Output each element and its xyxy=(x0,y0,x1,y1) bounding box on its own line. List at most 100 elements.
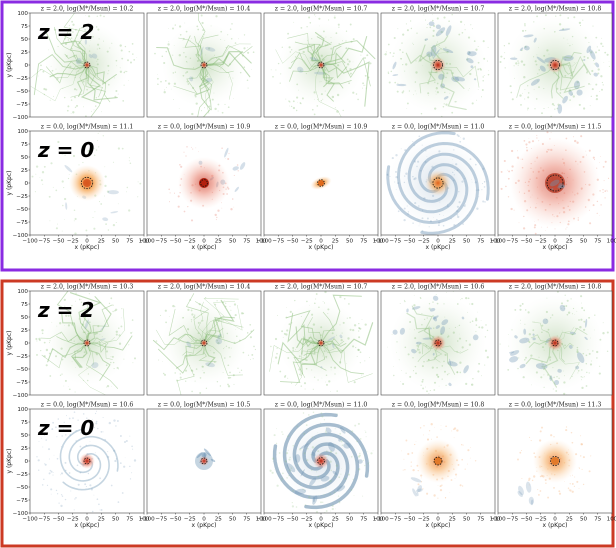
gas-particle xyxy=(413,294,415,296)
gas-particle xyxy=(328,380,331,383)
gas-particle xyxy=(426,492,429,495)
gas-particle xyxy=(56,223,58,225)
gas-particle xyxy=(247,51,250,54)
gas-particle xyxy=(570,74,573,77)
gas-particle xyxy=(99,477,102,480)
gas-particle xyxy=(336,110,339,113)
gas-particle xyxy=(456,133,459,136)
gas-particle xyxy=(281,431,283,433)
gas-particle xyxy=(249,336,252,339)
y-tick-label: 75 xyxy=(21,302,29,308)
gas-particle xyxy=(251,69,253,71)
gas-particle xyxy=(432,34,435,38)
gas-clump xyxy=(470,65,474,69)
gas-particle xyxy=(424,39,427,41)
gas-particle xyxy=(596,46,598,48)
gas-particle xyxy=(565,429,568,432)
gas-particle xyxy=(474,460,477,462)
gas-particle xyxy=(306,300,308,303)
y-tick-label: 0 xyxy=(24,63,28,69)
gas-clump xyxy=(205,362,215,368)
gas-particle xyxy=(550,375,552,377)
gas-particle xyxy=(349,67,352,71)
gas-particle xyxy=(578,467,580,469)
gas-particle xyxy=(499,343,501,345)
gas-particle xyxy=(432,19,434,22)
gas-clump xyxy=(533,37,537,43)
gas-particle xyxy=(323,350,326,353)
gas-particle xyxy=(73,411,76,413)
gas-particle xyxy=(274,356,278,359)
gas-particle xyxy=(112,361,115,364)
panel-title: z = 2.0, log(M*/Msun) = 10.7 xyxy=(275,284,368,291)
y-tick-label: −50 xyxy=(16,207,28,213)
gas-particle xyxy=(581,302,582,304)
gas-particle xyxy=(543,54,546,57)
gas-particle xyxy=(64,469,67,472)
gas-particle xyxy=(545,310,548,314)
gas-particle xyxy=(367,76,370,79)
gas-particle xyxy=(541,346,545,349)
gas-particle xyxy=(82,52,85,55)
gas-clump xyxy=(451,76,460,83)
gas-particle xyxy=(331,95,334,99)
gas-filament xyxy=(203,342,243,376)
gas-particle xyxy=(230,208,233,211)
gas-particle xyxy=(478,196,480,198)
gas-particle xyxy=(43,341,46,344)
gas-particle xyxy=(543,27,545,30)
gas-particle xyxy=(173,192,176,194)
x-tick-label: 100 xyxy=(139,239,150,245)
gas-particle xyxy=(221,207,223,209)
gas-particle xyxy=(201,21,204,25)
gas-particle xyxy=(121,308,123,310)
gas-filament xyxy=(287,312,322,345)
gas-particle xyxy=(36,353,38,356)
gas-particle xyxy=(446,373,449,376)
gas-particle xyxy=(287,449,289,451)
gas-particle xyxy=(528,333,531,336)
gas-particle xyxy=(443,16,446,19)
gas-particle xyxy=(407,213,409,215)
gas-particle xyxy=(108,79,110,80)
gas-particle xyxy=(43,87,46,91)
gas-particle xyxy=(72,154,76,158)
y-tick-label: 75 xyxy=(21,24,29,30)
gas-particle xyxy=(329,479,332,483)
gas-particle xyxy=(476,99,478,101)
gas-particle xyxy=(392,55,394,57)
gas-particle xyxy=(437,484,439,486)
y-tick-label: 100 xyxy=(17,407,28,413)
gas-particle xyxy=(68,24,70,26)
gas-particle xyxy=(75,440,77,442)
gas-particle xyxy=(164,80,167,82)
gas-particle xyxy=(435,373,439,377)
gas-particle xyxy=(89,441,91,442)
gas-particle xyxy=(308,496,311,499)
gas-clump xyxy=(217,333,222,339)
simulation-panel: z = 2.0, log(M*/Msun) = 10.6 xyxy=(380,284,496,396)
gas-particle xyxy=(448,328,450,329)
gas-particle xyxy=(204,336,207,338)
gas-particle xyxy=(214,213,217,217)
gas-filament xyxy=(47,342,88,363)
gas-particle xyxy=(315,298,317,300)
gas-particle xyxy=(137,196,139,198)
gas-particle xyxy=(574,139,577,143)
gas-particle xyxy=(61,180,64,183)
gas-particle xyxy=(603,62,605,64)
gas-particle xyxy=(303,452,306,455)
gas-particle xyxy=(571,490,574,493)
gas-particle xyxy=(443,215,444,216)
gas-particle xyxy=(585,354,588,357)
gas-particle xyxy=(606,189,608,191)
gas-particle xyxy=(276,428,277,430)
gas-particle xyxy=(187,206,189,208)
gas-particle xyxy=(311,38,313,40)
gas-particle xyxy=(243,66,246,68)
gas-particle xyxy=(469,321,471,323)
stellar-radius-circle xyxy=(546,174,564,192)
spiral-arm xyxy=(68,435,119,474)
gas-particle xyxy=(423,197,426,200)
x-tick-label: 50 xyxy=(580,517,588,523)
